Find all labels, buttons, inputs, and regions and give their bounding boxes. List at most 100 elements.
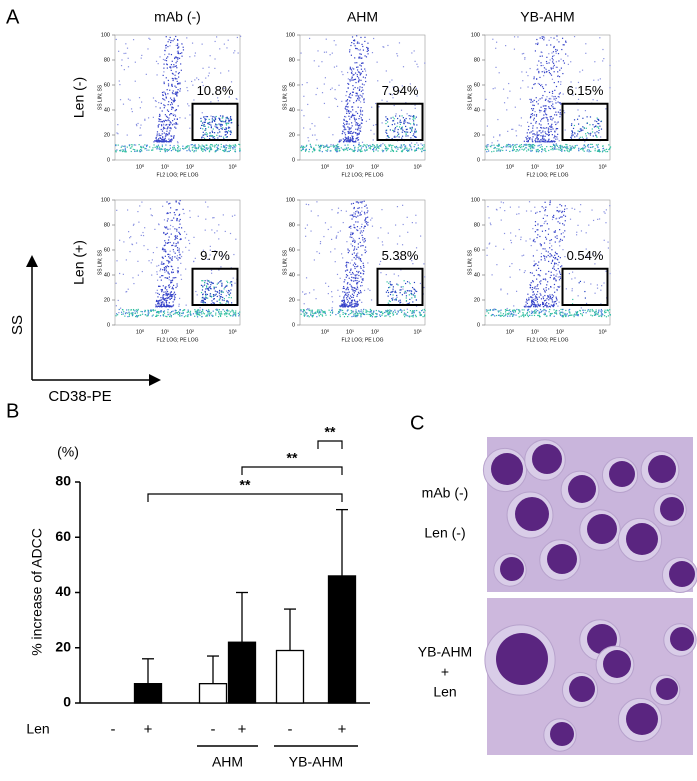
event-dot (530, 284, 531, 285)
event-dot (388, 313, 389, 314)
event-dot (177, 236, 178, 237)
event-dot (404, 316, 405, 317)
event-dot (187, 312, 188, 313)
event-dot (353, 102, 354, 103)
event-dot (348, 287, 349, 288)
event-dot (177, 247, 178, 248)
event-dot (540, 120, 541, 121)
event-dot (227, 145, 228, 146)
event-dot (202, 68, 203, 69)
event-dot (226, 300, 227, 301)
event-dot (166, 97, 167, 98)
event-dot (548, 123, 549, 124)
event-dot (317, 50, 318, 51)
event-dot (346, 123, 347, 124)
event-dot (152, 149, 153, 150)
event-dot (140, 311, 141, 312)
event-dot (593, 99, 594, 100)
event-dot (233, 145, 234, 146)
event-dot (300, 310, 301, 311)
event-dot (487, 149, 488, 150)
event-dot (231, 281, 232, 282)
event-dot (133, 225, 134, 226)
event-dot (419, 313, 420, 314)
event-dot (363, 313, 364, 314)
event-dot (231, 284, 232, 285)
event-dot (191, 81, 192, 82)
event-dot (175, 310, 176, 311)
event-dot (166, 60, 167, 61)
event-dot (364, 249, 365, 250)
event-dot (164, 272, 165, 273)
event-dot (378, 237, 379, 238)
axis-label: FL2 LOG; PE LOG (342, 337, 384, 343)
event-dot (144, 310, 145, 311)
event-dot (311, 210, 312, 211)
event-dot (536, 133, 537, 134)
event-dot (205, 302, 206, 303)
event-dot (356, 283, 357, 284)
event-dot (340, 316, 341, 317)
event-dot (541, 149, 542, 150)
event-dot (353, 273, 354, 274)
axis-label: FL2 LOG; PE LOG (342, 172, 384, 178)
event-dot (347, 316, 348, 317)
event-dot (219, 313, 220, 314)
event-dot (510, 277, 511, 278)
event-dot (556, 310, 557, 311)
event-dot (119, 240, 120, 241)
event-dot (493, 309, 494, 310)
event-dot (415, 296, 416, 297)
event-dot (556, 61, 557, 62)
event-dot (558, 112, 559, 113)
event-dot (356, 255, 357, 256)
tick-label: 0 (477, 157, 480, 163)
column-header: mAb (-) (154, 9, 201, 25)
event-dot (609, 148, 610, 149)
event-dot (497, 145, 498, 146)
event-dot (545, 230, 546, 231)
event-dot (355, 79, 356, 80)
tick-label: 10³ (229, 329, 237, 335)
event-dot (305, 151, 306, 152)
event-dot (549, 134, 550, 135)
event-dot (409, 283, 410, 284)
event-dot (225, 131, 226, 132)
event-dot (352, 85, 353, 86)
event-dot (315, 145, 316, 146)
event-dot (360, 74, 361, 75)
event-dot (355, 45, 356, 46)
condition-label: Len (433, 684, 456, 700)
event-dot (393, 130, 394, 131)
event-dot (157, 274, 158, 275)
event-dot (559, 140, 560, 141)
event-dot (358, 292, 359, 293)
event-dot (545, 237, 546, 238)
event-dot (158, 63, 159, 64)
event-dot (540, 312, 541, 313)
event-dot (128, 66, 129, 67)
event-dot (356, 101, 357, 102)
event-dot (422, 316, 423, 317)
event-dot (502, 147, 503, 148)
event-dot (418, 148, 419, 149)
event-dot (344, 140, 345, 141)
event-dot (148, 38, 149, 39)
event-dot (348, 294, 349, 295)
event-dot (143, 235, 144, 236)
event-dot (373, 151, 374, 152)
event-dot (165, 286, 166, 287)
event-dot (371, 299, 372, 300)
event-dot (348, 252, 349, 253)
event-dot (336, 237, 337, 238)
event-dot (401, 312, 402, 313)
event-dot (526, 139, 527, 140)
event-dot (423, 150, 424, 151)
tick-label: 10¹ (531, 164, 539, 170)
event-dot (228, 151, 229, 152)
event-dot (540, 37, 541, 38)
event-dot (239, 311, 240, 312)
event-dot (181, 279, 182, 280)
event-dot (373, 311, 374, 312)
event-dot (178, 232, 179, 233)
